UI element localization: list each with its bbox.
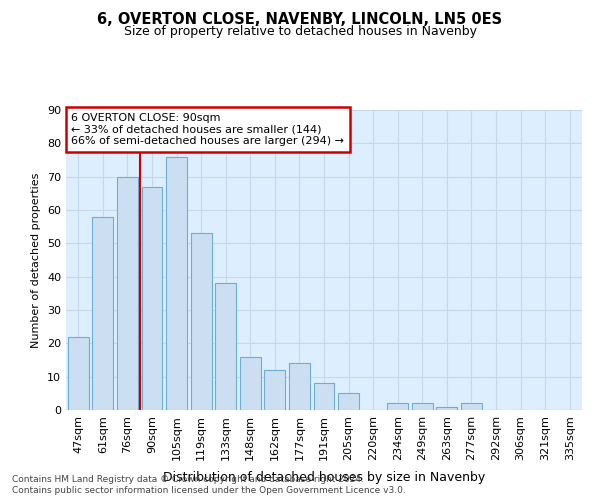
Bar [412, 404, 433, 410]
Text: 6 OVERTON CLOSE: 90sqm
← 33% of detached houses are smaller (144)
66% of semi-de: 6 OVERTON CLOSE: 90sqm ← 33% of detached… [71, 113, 344, 146]
Bar [191, 234, 212, 410]
Bar [289, 364, 310, 410]
Text: Contains HM Land Registry data © Crown copyright and database right 2024.: Contains HM Land Registry data © Crown c… [12, 475, 364, 484]
Bar [387, 404, 408, 410]
Bar [314, 384, 334, 410]
Bar [92, 216, 113, 410]
Bar [265, 370, 286, 410]
Bar [338, 394, 359, 410]
Bar [215, 284, 236, 410]
Bar [68, 336, 89, 410]
Bar [142, 186, 163, 410]
Y-axis label: Number of detached properties: Number of detached properties [31, 172, 41, 348]
X-axis label: Distribution of detached houses by size in Navenby: Distribution of detached houses by size … [163, 471, 485, 484]
Text: 6, OVERTON CLOSE, NAVENBY, LINCOLN, LN5 0ES: 6, OVERTON CLOSE, NAVENBY, LINCOLN, LN5 … [97, 12, 503, 28]
Bar [461, 404, 482, 410]
Bar [240, 356, 261, 410]
Text: Size of property relative to detached houses in Navenby: Size of property relative to detached ho… [124, 25, 476, 38]
Bar [166, 156, 187, 410]
Bar [436, 406, 457, 410]
Bar [117, 176, 138, 410]
Text: Contains public sector information licensed under the Open Government Licence v3: Contains public sector information licen… [12, 486, 406, 495]
